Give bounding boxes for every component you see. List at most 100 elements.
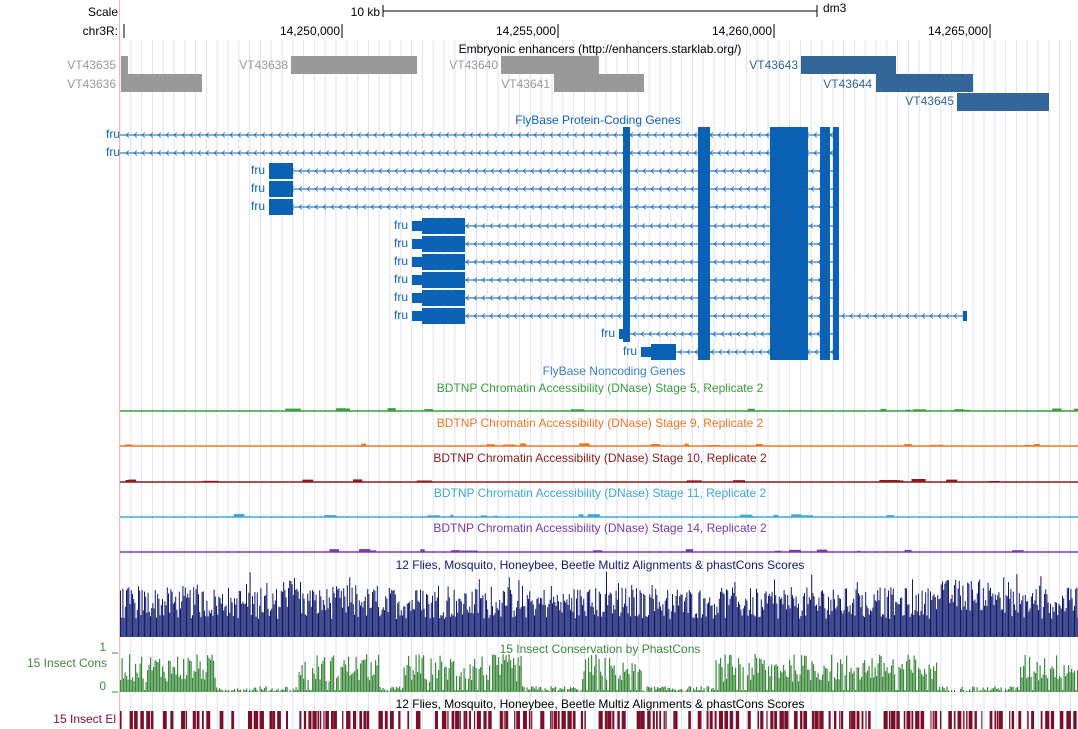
strand-arrow: [458, 204, 463, 210]
strand-arrow: [481, 223, 486, 229]
multiz-bar: [679, 596, 681, 637]
multiz-bar: [944, 583, 946, 637]
multiz-bar: [776, 603, 778, 637]
dnase-signal-peak: [424, 408, 433, 411]
dnase-stage10-title[interactable]: BDTNP Chromatin Accessibility (DNase) St…: [433, 451, 767, 465]
phastcons-bar: [726, 678, 728, 692]
multiz-bar: [904, 588, 906, 637]
strand-arrow: [809, 241, 814, 247]
dnase-stage14-title[interactable]: BDTNP Chromatin Accessibility (DNase) St…: [433, 521, 767, 535]
multiz-bar: [336, 586, 337, 637]
strand-arrow: [649, 259, 654, 265]
gene-label-fru[interactable]: fru: [393, 254, 408, 268]
gene-label-fru[interactable]: fru: [393, 236, 408, 250]
gene-label-fru[interactable]: fru: [250, 163, 265, 177]
phastcons-bar: [261, 689, 263, 692]
gene-label-fru[interactable]: fru: [393, 272, 408, 286]
enhancer-label-vt43635[interactable]: VT43635: [67, 58, 116, 72]
gene-label-fru[interactable]: fru: [105, 145, 120, 159]
insect-el-track-title[interactable]: 12 Flies, Mosquito, Honeybee, Beetle Mul…: [395, 697, 805, 711]
strand-arrow: [301, 150, 306, 156]
phastcons-bar: [283, 690, 285, 692]
enhancer-label-vt43643[interactable]: VT43643: [749, 58, 798, 72]
strand-arrow: [738, 186, 743, 192]
gene-label-fru[interactable]: fru: [622, 344, 637, 358]
multiz-bar: [380, 614, 382, 637]
multiz-bar: [1038, 610, 1039, 637]
phastcons-bar: [252, 690, 254, 692]
gene-label-fru[interactable]: fru: [600, 326, 615, 340]
multiz-bar: [316, 613, 318, 637]
dnase-stage5-title[interactable]: BDTNP Chromatin Accessibility (DNase) St…: [436, 381, 764, 395]
phastcons-bar: [495, 655, 497, 692]
insect-cons-side-label[interactable]: 15 Insect Cons: [26, 656, 107, 670]
phastcons-bar: [337, 675, 339, 692]
phastcons-bar: [574, 688, 576, 692]
insect-el-side-label[interactable]: 15 Insect El: [53, 712, 116, 726]
gene-label-fru[interactable]: fru: [250, 199, 265, 213]
strand-arrow: [537, 277, 542, 283]
strand-arrow: [386, 204, 391, 210]
phastcons-bar: [612, 668, 614, 692]
multiz-bar: [352, 604, 354, 637]
gene-label-fru[interactable]: fru: [393, 218, 408, 232]
protein-coding-track-title[interactable]: FlyBase Protein-Coding Genes: [515, 113, 681, 127]
phastcons-bar: [438, 669, 440, 692]
strand-arrow: [410, 204, 415, 210]
multiz-bar: [764, 593, 766, 637]
strand-arrow: [617, 313, 622, 319]
dnase-signal-peak: [493, 515, 499, 517]
conserved-element: [580, 711, 584, 729]
enhancer-label-vt43638[interactable]: VT43638: [239, 58, 288, 72]
strand-arrow: [728, 331, 733, 337]
conserved-element: [181, 711, 186, 729]
multiz-bar: [890, 587, 892, 637]
strand-arrow: [809, 259, 814, 265]
phastcons-bar: [1021, 677, 1023, 692]
multiz-bar: [406, 603, 408, 637]
enhancers-track-title[interactable]: Embryonic enhancers (http://enhancers.st…: [458, 42, 742, 56]
multiz-bar: [224, 606, 226, 637]
noncoding-track-title[interactable]: FlyBase Noncoding Genes: [542, 364, 686, 378]
enhancer-label-vt43636[interactable]: VT43636: [67, 77, 116, 91]
multiz-bar: [754, 616, 756, 637]
gene-label-fru[interactable]: fru: [393, 308, 408, 322]
phastcons-bar: [394, 689, 396, 692]
strand-arrow: [642, 168, 647, 174]
strand-arrow: [322, 168, 327, 174]
phastcons-bar: [214, 677, 216, 692]
phastcons-bar: [552, 688, 554, 692]
strand-arrow: [810, 204, 815, 210]
dnase-stage9-title[interactable]: BDTNP Chromatin Accessibility (DNase) St…: [436, 416, 764, 430]
strand-arrow: [325, 132, 330, 138]
enhancer-label-vt43640[interactable]: VT43640: [449, 58, 498, 72]
multiz-track-title[interactable]: 12 Flies, Mosquito, Honeybee, Beetle Mul…: [395, 558, 805, 572]
strand-arrow: [562, 204, 567, 210]
phastcons-bar: [696, 686, 698, 692]
dnase-stage11-title[interactable]: BDTNP Chromatin Accessibility (DNase) St…: [433, 486, 767, 500]
enhancer-label-vt43644[interactable]: VT43644: [823, 77, 872, 91]
gene-label-fru[interactable]: fru: [393, 290, 408, 304]
multiz-bar: [597, 616, 599, 637]
dnase-signal-peak: [202, 480, 219, 482]
strand-arrow: [341, 150, 346, 156]
multiz-bar: [487, 609, 489, 637]
strand-arrow: [149, 132, 154, 138]
phastcons-bar: [487, 680, 489, 692]
multiz-bar: [528, 598, 529, 637]
multiz-bar: [208, 610, 210, 637]
gene-label-fru[interactable]: fru: [105, 127, 120, 141]
enhancer-label-vt43645[interactable]: VT43645: [905, 94, 954, 108]
phastcons-bar: [268, 690, 270, 692]
phastcons-bar: [597, 690, 599, 692]
phastcons-bar: [805, 656, 807, 692]
insect-cons-track-title[interactable]: 15 Insect Conservation by PhastCons: [499, 642, 701, 656]
enhancer-label-vt43641[interactable]: VT43641: [501, 77, 550, 91]
phastcons-bar: [447, 679, 449, 692]
phastcons-bar: [507, 661, 509, 692]
multiz-bar: [940, 584, 942, 637]
dnase-signal-peak: [707, 444, 721, 446]
gene-label-fru[interactable]: fru: [250, 181, 265, 195]
